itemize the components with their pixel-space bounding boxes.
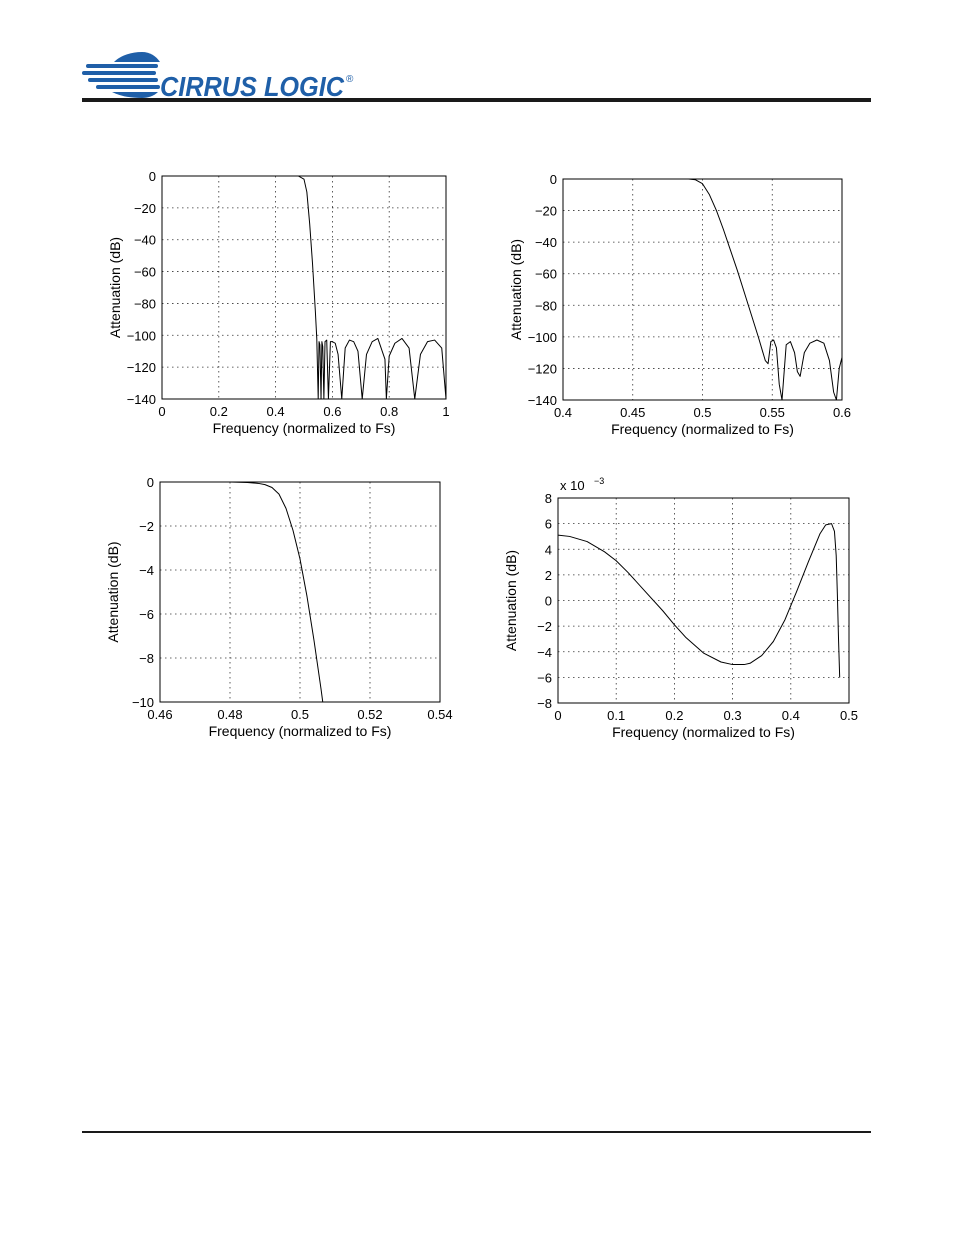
chart-1-y-tick-label: −120 <box>528 361 557 376</box>
chart-1-x-tick-label: 0.5 <box>693 405 711 420</box>
chart-3-y-tick-label: −2 <box>537 619 552 634</box>
cirrus-logic-logo: CIRRUS LOGIC ® <box>82 52 354 102</box>
chart-0-series-line <box>162 175 447 400</box>
chart-3-y-tick-label: 4 <box>545 542 552 557</box>
chart-3-y-tick-label: −4 <box>537 645 552 660</box>
chart-1-y-axis-label: Attenuation (dB) <box>508 239 524 340</box>
chart-1-y-tick-label: −80 <box>535 298 557 313</box>
chart-0-y-tick-label: −120 <box>127 360 156 375</box>
chart-3-x-tick-label: 0 <box>554 708 561 723</box>
chart-0-x-axis-label: Frequency (normalized to Fs) <box>213 420 396 436</box>
chart-passband-ripple: 0 0.1 0.2 0.3 0.4 0.5 8 6 4 2 0 −2 −4 −6 −8 Frequency (… <box>503 476 858 740</box>
logo-brand-text: CIRRUS LOGIC <box>160 71 345 102</box>
chart-2-y-tick-label: −8 <box>139 651 154 666</box>
chart-0-y-tick-label: −40 <box>134 233 156 248</box>
footer-rule <box>82 1131 871 1133</box>
chart-0-y-tick-label: −80 <box>134 296 156 311</box>
chart-2-y-tick-label: −2 <box>139 519 154 534</box>
chart-0-y-tick-label: −60 <box>134 265 156 280</box>
chart-0-y-axis-label: Attenuation (dB) <box>107 237 123 338</box>
chart-3-y-tick-label: −8 <box>537 696 552 711</box>
chart-3-x-tick-label: 0.5 <box>840 708 858 723</box>
chart-1-x-tick-label: 0.45 <box>620 405 645 420</box>
chart-0-y-tick-label: 0 <box>149 169 156 184</box>
chart-3-x-tick-label: 0.2 <box>665 708 683 723</box>
chart-2-x-tick-label: 0.46 <box>147 707 172 722</box>
chart-2-y-tick-label: −4 <box>139 563 154 578</box>
chart-0-x-tick-label: 0 <box>158 404 165 419</box>
chart-3-y-tick-label: 6 <box>545 517 552 532</box>
chart-2-series-line <box>160 481 324 703</box>
chart-3-x-tick-label: 0.1 <box>607 708 625 723</box>
chart-full-stopband-response: 0 0.2 0.4 0.6 0.8 1 0 −20 −40 −60 −80 −100 −120 −140 F… <box>107 169 450 436</box>
chart-1-y-tick-label: −60 <box>535 267 557 282</box>
chart-0-x-tick-label: 1 <box>442 404 449 419</box>
chart-1-x-tick-label: 0.4 <box>554 405 572 420</box>
chart-3-plot-frame <box>557 497 850 704</box>
logo-registered-mark: ® <box>346 74 354 85</box>
chart-1-x-axis-label: Frequency (normalized to Fs) <box>611 421 794 437</box>
chart-1-x-tick-label: 0.55 <box>760 405 785 420</box>
chart-0-plot-frame <box>161 175 447 400</box>
chart-0-x-tick-label: 0.4 <box>267 404 285 419</box>
chart-1-x-tick-label: 0.6 <box>833 405 851 420</box>
chart-0-y-tick-label: −20 <box>134 201 156 216</box>
chart-3-series-line <box>557 523 841 678</box>
chart-2-y-axis-label: Attenuation (dB) <box>105 541 121 642</box>
chart-0-y-tick-label: −140 <box>127 392 156 407</box>
logo-swoosh-mark <box>82 52 160 98</box>
chart-1-y-tick-label: −100 <box>528 330 557 345</box>
chart-0-x-tick-label: 0.6 <box>323 404 341 419</box>
chart-3-y-tick-label: 2 <box>545 568 552 583</box>
chart-1-y-tick-label: −140 <box>528 393 557 408</box>
chart-transition-band-response: 0.4 0.45 0.5 0.55 0.6 0 −20 −40 −60 −80 −100 −120 −1… <box>508 172 851 437</box>
chart-3-x-axis-label: Frequency (normalized to Fs) <box>612 724 795 740</box>
chart-3-scale-exponent: −3 <box>594 476 604 486</box>
chart-1-plot-frame <box>562 178 843 401</box>
chart-1-y-tick-label: −40 <box>535 235 557 250</box>
chart-3-y-tick-label: 0 <box>545 594 552 609</box>
chart-0-x-tick-label: 0.8 <box>380 404 398 419</box>
chart-2-x-tick-label: 0.54 <box>427 707 452 722</box>
chart-1-y-tick-label: 0 <box>550 172 557 187</box>
chart-2-y-tick-label: 0 <box>147 475 154 490</box>
chart-2-x-tick-label: 0.5 <box>291 707 309 722</box>
chart-3-x-tick-label: 0.3 <box>724 708 742 723</box>
chart-2-y-tick-label: −6 <box>139 607 154 622</box>
chart-1-y-tick-label: −20 <box>535 204 557 219</box>
chart-2-x-axis-label: Frequency (normalized to Fs) <box>209 723 392 739</box>
chart-3-y-tick-label: −6 <box>537 670 552 685</box>
chart-3-y-tick-label: 8 <box>545 491 552 506</box>
chart-3-x-tick-label: 0.4 <box>782 708 800 723</box>
chart-transition-band-detail: 0.46 0.48 0.5 0.52 0.54 0 −2 −4 −6 −8 −10 Frequency… <box>105 475 453 739</box>
chart-3-scale-factor: x 10 <box>560 478 585 493</box>
chart-0-x-tick-label: 0.2 <box>210 404 228 419</box>
header-rule <box>82 98 871 102</box>
chart-3-y-axis-label: Attenuation (dB) <box>503 550 519 651</box>
chart-2-plot-frame <box>159 481 441 703</box>
chart-0-y-tick-label: −100 <box>127 328 156 343</box>
chart-2-x-tick-label: 0.52 <box>357 707 382 722</box>
chart-2-y-tick-label: −10 <box>132 695 154 710</box>
chart-2-x-tick-label: 0.48 <box>217 707 242 722</box>
chart-1-series-line <box>563 178 843 401</box>
